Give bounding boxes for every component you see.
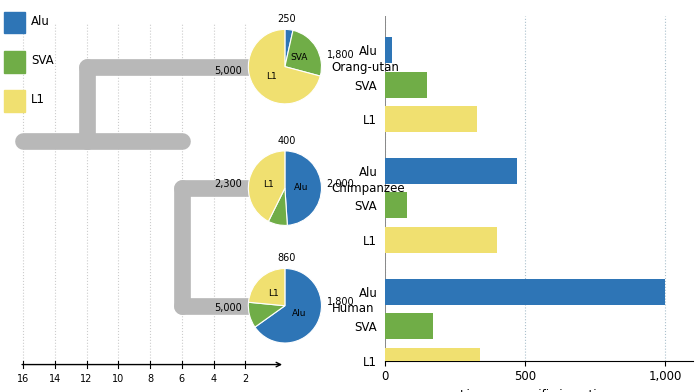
Text: 14: 14 <box>49 374 61 385</box>
Bar <box>385 227 497 253</box>
Text: 4: 4 <box>211 374 217 385</box>
Text: Alu: Alu <box>31 15 50 28</box>
Text: 2,000: 2,000 <box>326 179 354 189</box>
Bar <box>4 51 25 73</box>
Text: L1: L1 <box>31 93 45 107</box>
Text: 2,300: 2,300 <box>214 179 241 189</box>
Bar <box>385 348 480 374</box>
Text: 6: 6 <box>179 374 185 385</box>
Wedge shape <box>285 30 321 76</box>
Bar <box>4 90 25 112</box>
Text: L1: L1 <box>263 180 274 189</box>
Bar <box>385 72 427 98</box>
Bar <box>385 192 407 218</box>
Bar <box>385 106 477 132</box>
Wedge shape <box>285 29 293 67</box>
Text: 1,800: 1,800 <box>326 297 354 307</box>
Text: 5,000: 5,000 <box>214 65 241 76</box>
Text: 10: 10 <box>112 374 125 385</box>
Text: 250: 250 <box>277 14 296 24</box>
Bar <box>385 279 665 305</box>
Text: Orang-utan: Orang-utan <box>332 61 400 74</box>
Wedge shape <box>248 302 285 327</box>
Bar <box>4 12 25 33</box>
Text: 16: 16 <box>17 374 29 385</box>
Bar <box>385 313 433 339</box>
Text: L1: L1 <box>268 289 279 298</box>
Wedge shape <box>255 269 321 343</box>
Wedge shape <box>248 151 285 221</box>
Text: 400: 400 <box>278 136 296 146</box>
Text: 860: 860 <box>278 253 296 263</box>
Text: Alu: Alu <box>292 309 307 318</box>
Text: Alu: Alu <box>294 183 309 192</box>
Text: 2: 2 <box>242 374 248 385</box>
Text: Human: Human <box>332 302 375 316</box>
Bar <box>385 37 392 63</box>
Text: 8: 8 <box>147 374 153 385</box>
Text: L1: L1 <box>267 73 277 82</box>
Text: SVA: SVA <box>31 54 53 67</box>
Wedge shape <box>248 29 321 104</box>
Wedge shape <box>268 188 287 225</box>
Wedge shape <box>285 151 321 225</box>
Text: 5,000: 5,000 <box>214 303 241 313</box>
Bar <box>385 158 517 184</box>
X-axis label: Lineage-specific insertions
per Myr: Lineage-specific insertions per Myr <box>461 389 617 392</box>
Text: Chimpanzee: Chimpanzee <box>332 181 405 195</box>
Text: SVA: SVA <box>290 53 308 62</box>
Text: 1,800: 1,800 <box>326 50 354 60</box>
Text: 12: 12 <box>80 374 93 385</box>
Wedge shape <box>248 269 285 306</box>
